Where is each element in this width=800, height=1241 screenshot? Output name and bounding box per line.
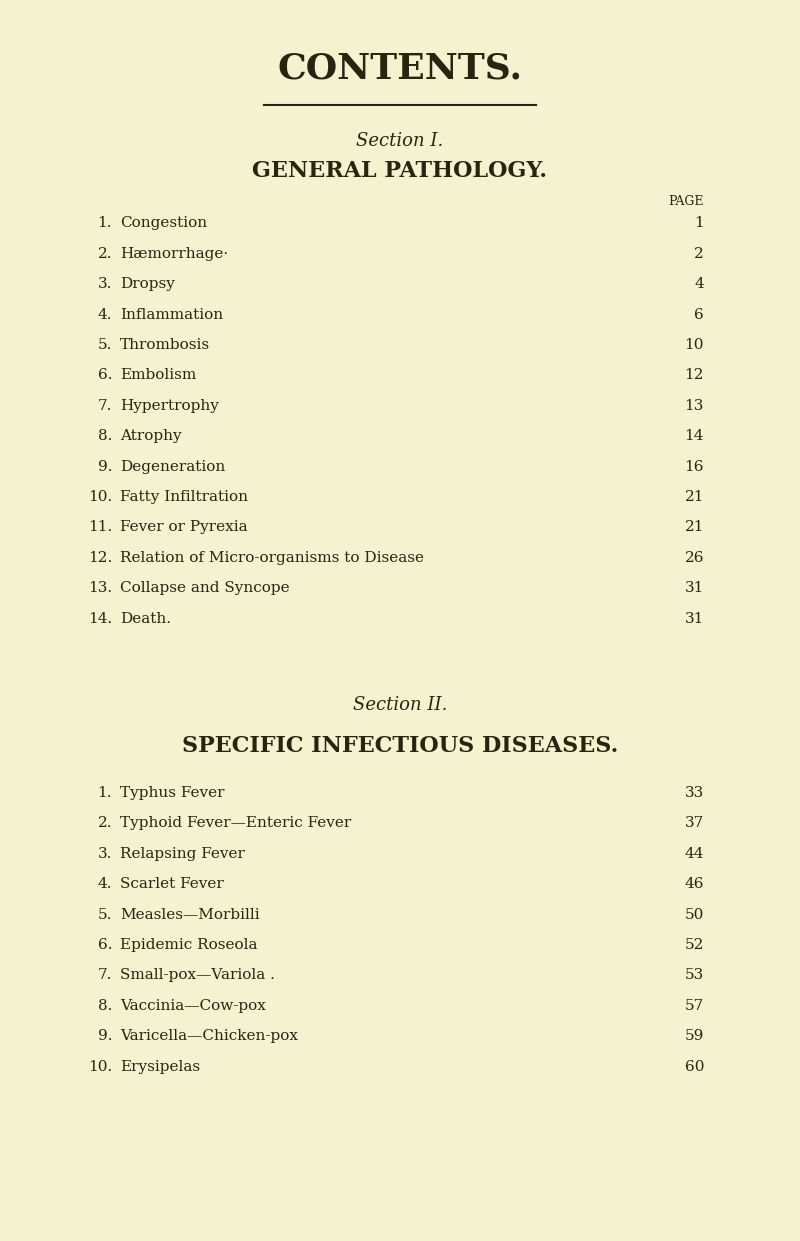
Text: 3.: 3. bbox=[98, 846, 112, 861]
Text: 13: 13 bbox=[685, 398, 704, 413]
Text: Hypertrophy: Hypertrophy bbox=[120, 398, 219, 413]
Text: 33: 33 bbox=[685, 786, 704, 800]
Text: Inflammation: Inflammation bbox=[120, 308, 223, 321]
Text: Typhus Fever: Typhus Fever bbox=[120, 786, 225, 800]
Text: 50: 50 bbox=[685, 907, 704, 922]
Text: SPECIFIC INFECTIOUS DISEASES.: SPECIFIC INFECTIOUS DISEASES. bbox=[182, 735, 618, 757]
Text: Typhoid Fever—Enteric Fever: Typhoid Fever—Enteric Fever bbox=[120, 817, 351, 830]
Text: 2.: 2. bbox=[98, 247, 112, 261]
Text: Relation of Micro-organisms to Disease: Relation of Micro-organisms to Disease bbox=[120, 551, 424, 565]
Text: 6: 6 bbox=[694, 308, 704, 321]
Text: 31: 31 bbox=[685, 581, 704, 596]
Text: Congestion: Congestion bbox=[120, 216, 207, 231]
Text: PAGE: PAGE bbox=[669, 195, 704, 207]
Text: 59: 59 bbox=[685, 1029, 704, 1044]
Text: Embolism: Embolism bbox=[120, 369, 196, 382]
Text: Degeneration: Degeneration bbox=[120, 459, 226, 474]
Text: 4.: 4. bbox=[98, 877, 112, 891]
Text: 12: 12 bbox=[685, 369, 704, 382]
Text: 3.: 3. bbox=[98, 277, 112, 292]
Text: Epidemic Roseola: Epidemic Roseola bbox=[120, 938, 258, 952]
Text: 1: 1 bbox=[694, 216, 704, 231]
Text: Atrophy: Atrophy bbox=[120, 429, 182, 443]
Text: 6.: 6. bbox=[98, 369, 112, 382]
Text: 60: 60 bbox=[685, 1060, 704, 1073]
Text: Collapse and Syncope: Collapse and Syncope bbox=[120, 581, 290, 596]
Text: Hæmorrhage·: Hæmorrhage· bbox=[120, 247, 228, 261]
Text: 31: 31 bbox=[685, 612, 704, 625]
Text: 37: 37 bbox=[685, 817, 704, 830]
Text: 52: 52 bbox=[685, 938, 704, 952]
Text: 12.: 12. bbox=[88, 551, 112, 565]
Text: CONTENTS.: CONTENTS. bbox=[278, 51, 522, 86]
Text: 13.: 13. bbox=[88, 581, 112, 596]
Text: Scarlet Fever: Scarlet Fever bbox=[120, 877, 224, 891]
Text: 26: 26 bbox=[685, 551, 704, 565]
Text: 1.: 1. bbox=[98, 216, 112, 231]
Text: 4.: 4. bbox=[98, 308, 112, 321]
Text: 7.: 7. bbox=[98, 968, 112, 983]
Text: Dropsy: Dropsy bbox=[120, 277, 175, 292]
Text: 10.: 10. bbox=[88, 490, 112, 504]
Text: 8.: 8. bbox=[98, 429, 112, 443]
Text: 21: 21 bbox=[685, 490, 704, 504]
Text: 46: 46 bbox=[685, 877, 704, 891]
Text: 44: 44 bbox=[685, 846, 704, 861]
Text: 11.: 11. bbox=[88, 520, 112, 535]
Text: Thrombosis: Thrombosis bbox=[120, 338, 210, 352]
Text: 7.: 7. bbox=[98, 398, 112, 413]
Text: 57: 57 bbox=[685, 999, 704, 1013]
Text: Fatty Infiltration: Fatty Infiltration bbox=[120, 490, 248, 504]
Text: 9.: 9. bbox=[98, 1029, 112, 1044]
Text: 16: 16 bbox=[685, 459, 704, 474]
Text: 10: 10 bbox=[685, 338, 704, 352]
Text: 2: 2 bbox=[694, 247, 704, 261]
Text: Section II.: Section II. bbox=[353, 696, 447, 714]
Text: GENERAL PATHOLOGY.: GENERAL PATHOLOGY. bbox=[253, 160, 547, 182]
Text: Erysipelas: Erysipelas bbox=[120, 1060, 200, 1073]
Text: 21: 21 bbox=[685, 520, 704, 535]
Text: 6.: 6. bbox=[98, 938, 112, 952]
Text: Vaccinia—Cow-pox: Vaccinia—Cow-pox bbox=[120, 999, 266, 1013]
Text: 4: 4 bbox=[694, 277, 704, 292]
Text: Relapsing Fever: Relapsing Fever bbox=[120, 846, 245, 861]
Text: 2.: 2. bbox=[98, 817, 112, 830]
Text: 8.: 8. bbox=[98, 999, 112, 1013]
Text: Section I.: Section I. bbox=[356, 133, 444, 150]
Text: Measles—Morbilli: Measles—Morbilli bbox=[120, 907, 260, 922]
Text: 14.: 14. bbox=[88, 612, 112, 625]
Text: Fever or Pyrexia: Fever or Pyrexia bbox=[120, 520, 248, 535]
Text: 5.: 5. bbox=[98, 338, 112, 352]
Text: 14: 14 bbox=[685, 429, 704, 443]
Text: Small-pox—Variola .: Small-pox—Variola . bbox=[120, 968, 275, 983]
Text: 1.: 1. bbox=[98, 786, 112, 800]
Text: Varicella—Chicken-pox: Varicella—Chicken-pox bbox=[120, 1029, 298, 1044]
Text: Death.: Death. bbox=[120, 612, 171, 625]
Text: 53: 53 bbox=[685, 968, 704, 983]
Text: 10.: 10. bbox=[88, 1060, 112, 1073]
Text: 9.: 9. bbox=[98, 459, 112, 474]
Text: 5.: 5. bbox=[98, 907, 112, 922]
